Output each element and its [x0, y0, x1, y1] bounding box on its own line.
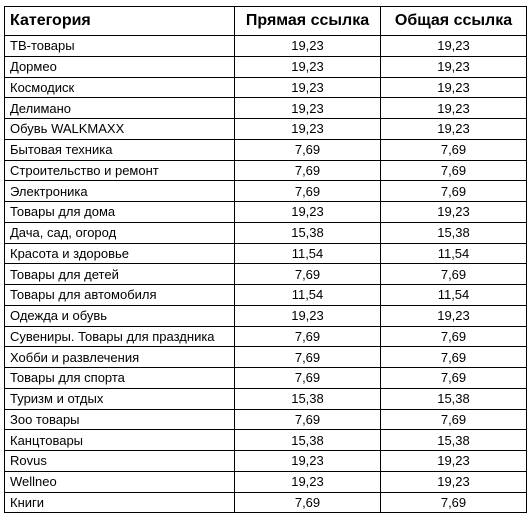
- direct-link-cell: 19,23: [234, 470, 381, 493]
- header-row: Категория Прямая ссылка Общая ссылка: [4, 6, 527, 36]
- general-link-cell: 19,23: [380, 304, 527, 327]
- table-row: Космодиск 19,23 19,23: [4, 76, 527, 99]
- category-cell: Красота и здоровье: [4, 242, 235, 265]
- table-row: Товары для автомобиля 11,54 11,54: [4, 284, 527, 306]
- category-cell: Rovus: [4, 450, 235, 472]
- table-row: Обувь WALKMAXX 19,23 19,23: [4, 118, 527, 140]
- general-link-cell: 19,23: [380, 450, 527, 472]
- direct-link-cell: 19,23: [234, 201, 381, 223]
- category-cell: Товары для спорта: [4, 367, 235, 389]
- category-cell: Электроника: [4, 180, 235, 202]
- general-link-cell: 19,23: [380, 470, 527, 493]
- direct-link-cell: 7,69: [234, 159, 381, 182]
- table-row: Дормео 19,23 19,23: [4, 55, 527, 78]
- table-row: Одежда и обувь 19,23 19,23: [4, 304, 527, 327]
- general-link-cell: 7,69: [380, 346, 527, 368]
- general-link-cell: 7,69: [380, 159, 527, 182]
- direct-link-cell: 19,23: [234, 55, 381, 78]
- category-cell: Канцтовары: [4, 429, 235, 451]
- category-cell: Туризм и отдых: [4, 387, 235, 410]
- table-row: Красота и здоровье 11,54 11,54: [4, 242, 527, 265]
- direct-link-cell: 7,69: [234, 180, 381, 202]
- direct-link-cell: 7,69: [234, 408, 381, 431]
- category-cell: Бытовая техника: [4, 138, 235, 161]
- category-cell: Книги: [4, 491, 235, 514]
- general-link-cell: 19,23: [380, 35, 527, 57]
- category-table-container: Категория Прямая ссылка Общая ссылка ТВ-…: [4, 6, 527, 514]
- table-row: Электроника 7,69 7,69: [4, 180, 527, 202]
- table-row: Wellneo 19,23 19,23: [4, 470, 527, 493]
- direct-link-cell: 15,38: [234, 429, 381, 451]
- direct-link-cell: 7,69: [234, 263, 381, 285]
- direct-link-cell: 15,38: [234, 221, 381, 244]
- header-category: Категория: [4, 6, 235, 36]
- category-cell: Дормео: [4, 55, 235, 78]
- general-link-cell: 19,23: [380, 55, 527, 78]
- direct-link-cell: 19,23: [234, 118, 381, 140]
- direct-link-cell: 7,69: [234, 138, 381, 161]
- general-link-cell: 11,54: [380, 284, 527, 306]
- table-row: Дача, сад, огород 15,38 15,38: [4, 221, 527, 244]
- category-cell: Товары для дома: [4, 201, 235, 223]
- category-cell: Товары для детей: [4, 263, 235, 285]
- direct-link-cell: 19,23: [234, 35, 381, 57]
- table-row: Товары для детей 7,69 7,69: [4, 263, 527, 285]
- direct-link-cell: 11,54: [234, 242, 381, 265]
- direct-link-cell: 15,38: [234, 387, 381, 410]
- general-link-cell: 19,23: [380, 97, 527, 119]
- direct-link-cell: 19,23: [234, 304, 381, 327]
- direct-link-cell: 11,54: [234, 284, 381, 306]
- table-row: Бытовая техника 7,69 7,69: [4, 138, 527, 161]
- direct-link-cell: 19,23: [234, 450, 381, 472]
- table-row: Зоо товары 7,69 7,69: [4, 408, 527, 431]
- category-cell: Зоо товары: [4, 408, 235, 431]
- table-row: ТВ-товары 19,23 19,23: [4, 35, 527, 57]
- table-row: Товары для спорта 7,69 7,69: [4, 367, 527, 389]
- direct-link-cell: 7,69: [234, 491, 381, 514]
- category-cell: Делимано: [4, 97, 235, 119]
- category-cell: Космодиск: [4, 76, 235, 99]
- general-link-cell: 7,69: [380, 325, 527, 348]
- table-row: Сувениры. Товары для праздника 7,69 7,69: [4, 325, 527, 348]
- direct-link-cell: 7,69: [234, 367, 381, 389]
- general-link-cell: 15,38: [380, 221, 527, 244]
- table-row: Туризм и отдых 15,38 15,38: [4, 387, 527, 410]
- table-row: Хобби и развлечения 7,69 7,69: [4, 346, 527, 368]
- category-rates-table: Категория Прямая ссылка Общая ссылка ТВ-…: [4, 6, 527, 514]
- general-link-cell: 7,69: [380, 491, 527, 514]
- category-cell: Строительство и ремонт: [4, 159, 235, 182]
- direct-link-cell: 7,69: [234, 325, 381, 348]
- category-cell: Обувь WALKMAXX: [4, 118, 235, 140]
- table-row: Канцтовары 15,38 15,38: [4, 429, 527, 451]
- direct-link-cell: 19,23: [234, 97, 381, 119]
- category-cell: Хобби и развлечения: [4, 346, 235, 368]
- category-cell: ТВ-товары: [4, 35, 235, 57]
- header-direct-link: Прямая ссылка: [234, 6, 381, 36]
- direct-link-cell: 7,69: [234, 346, 381, 368]
- general-link-cell: 19,23: [380, 76, 527, 99]
- table-row: Книги 7,69 7,69: [4, 491, 527, 514]
- table-row: Делимано 19,23 19,23: [4, 97, 527, 119]
- general-link-cell: 15,38: [380, 429, 527, 451]
- general-link-cell: 7,69: [380, 408, 527, 431]
- table-row: Строительство и ремонт 7,69 7,69: [4, 159, 527, 182]
- header-general-link: Общая ссылка: [380, 6, 527, 36]
- direct-link-cell: 19,23: [234, 76, 381, 99]
- category-cell: Товары для автомобиля: [4, 284, 235, 306]
- general-link-cell: 19,23: [380, 201, 527, 223]
- general-link-cell: 15,38: [380, 387, 527, 410]
- general-link-cell: 7,69: [380, 367, 527, 389]
- table-row: Товары для дома 19,23 19,23: [4, 201, 527, 223]
- category-cell: Одежда и обувь: [4, 304, 235, 327]
- category-cell: Сувениры. Товары для праздника: [4, 325, 235, 348]
- table-row: Rovus 19,23 19,23: [4, 450, 527, 472]
- general-link-cell: 19,23: [380, 118, 527, 140]
- general-link-cell: 7,69: [380, 180, 527, 202]
- general-link-cell: 7,69: [380, 263, 527, 285]
- category-cell: Дача, сад, огород: [4, 221, 235, 244]
- general-link-cell: 11,54: [380, 242, 527, 265]
- category-cell: Wellneo: [4, 470, 235, 493]
- general-link-cell: 7,69: [380, 138, 527, 161]
